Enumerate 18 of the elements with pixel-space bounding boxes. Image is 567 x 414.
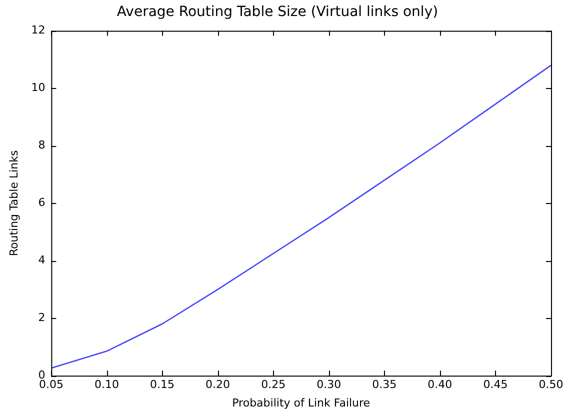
- x-tick-label: 0.45: [483, 378, 508, 392]
- y-tick-label: 4: [38, 254, 46, 267]
- y-tick-label: 10: [31, 81, 46, 94]
- y-tick-label: 6: [38, 196, 46, 210]
- y-tick-label: 12: [31, 24, 46, 37]
- x-tick-label: 0.25: [261, 378, 286, 392]
- y-tick-label: 2: [38, 310, 46, 324]
- x-tick-label: 0.40: [428, 378, 452, 392]
- x-tick-label: 0.15: [150, 378, 175, 392]
- x-tick-label: 0.30: [316, 378, 342, 392]
- x-tick-label: 0.50: [538, 378, 564, 392]
- x-tick-label: 0.20: [206, 378, 230, 392]
- y-tick-label: 8: [38, 138, 46, 152]
- x-tick-label: 0.10: [94, 378, 119, 392]
- y-axis-title: Routing Table Links: [7, 150, 20, 256]
- x-axis-title: Probability of Link Failure: [232, 396, 370, 410]
- chart-title: Average Routing Table Size (Virtual links only): [116, 4, 438, 20]
- x-tick-label: 0.35: [372, 378, 397, 392]
